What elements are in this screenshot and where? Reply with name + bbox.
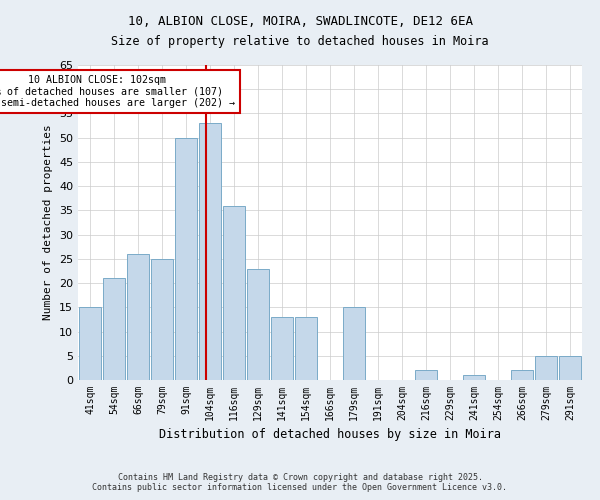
- Bar: [151, 259, 173, 380]
- Bar: [127, 254, 149, 380]
- Bar: [415, 370, 437, 380]
- Bar: [247, 268, 269, 380]
- Bar: [343, 308, 365, 380]
- Y-axis label: Number of detached properties: Number of detached properties: [43, 124, 53, 320]
- Bar: [223, 206, 245, 380]
- Bar: [103, 278, 125, 380]
- Bar: [511, 370, 533, 380]
- Bar: [295, 317, 317, 380]
- Bar: [199, 123, 221, 380]
- Bar: [271, 317, 293, 380]
- Text: Contains HM Land Registry data © Crown copyright and database right 2025.
Contai: Contains HM Land Registry data © Crown c…: [92, 473, 508, 492]
- Bar: [79, 308, 101, 380]
- Text: 10, ALBION CLOSE, MOIRA, SWADLINCOTE, DE12 6EA: 10, ALBION CLOSE, MOIRA, SWADLINCOTE, DE…: [128, 15, 473, 28]
- Bar: [175, 138, 197, 380]
- Bar: [535, 356, 557, 380]
- Text: Size of property relative to detached houses in Moira: Size of property relative to detached ho…: [111, 35, 489, 48]
- Bar: [463, 375, 485, 380]
- X-axis label: Distribution of detached houses by size in Moira: Distribution of detached houses by size …: [159, 428, 501, 442]
- Text: 10 ALBION CLOSE: 102sqm
← 35% of detached houses are smaller (107)
65% of semi-d: 10 ALBION CLOSE: 102sqm ← 35% of detache…: [0, 74, 235, 108]
- Bar: [559, 356, 581, 380]
